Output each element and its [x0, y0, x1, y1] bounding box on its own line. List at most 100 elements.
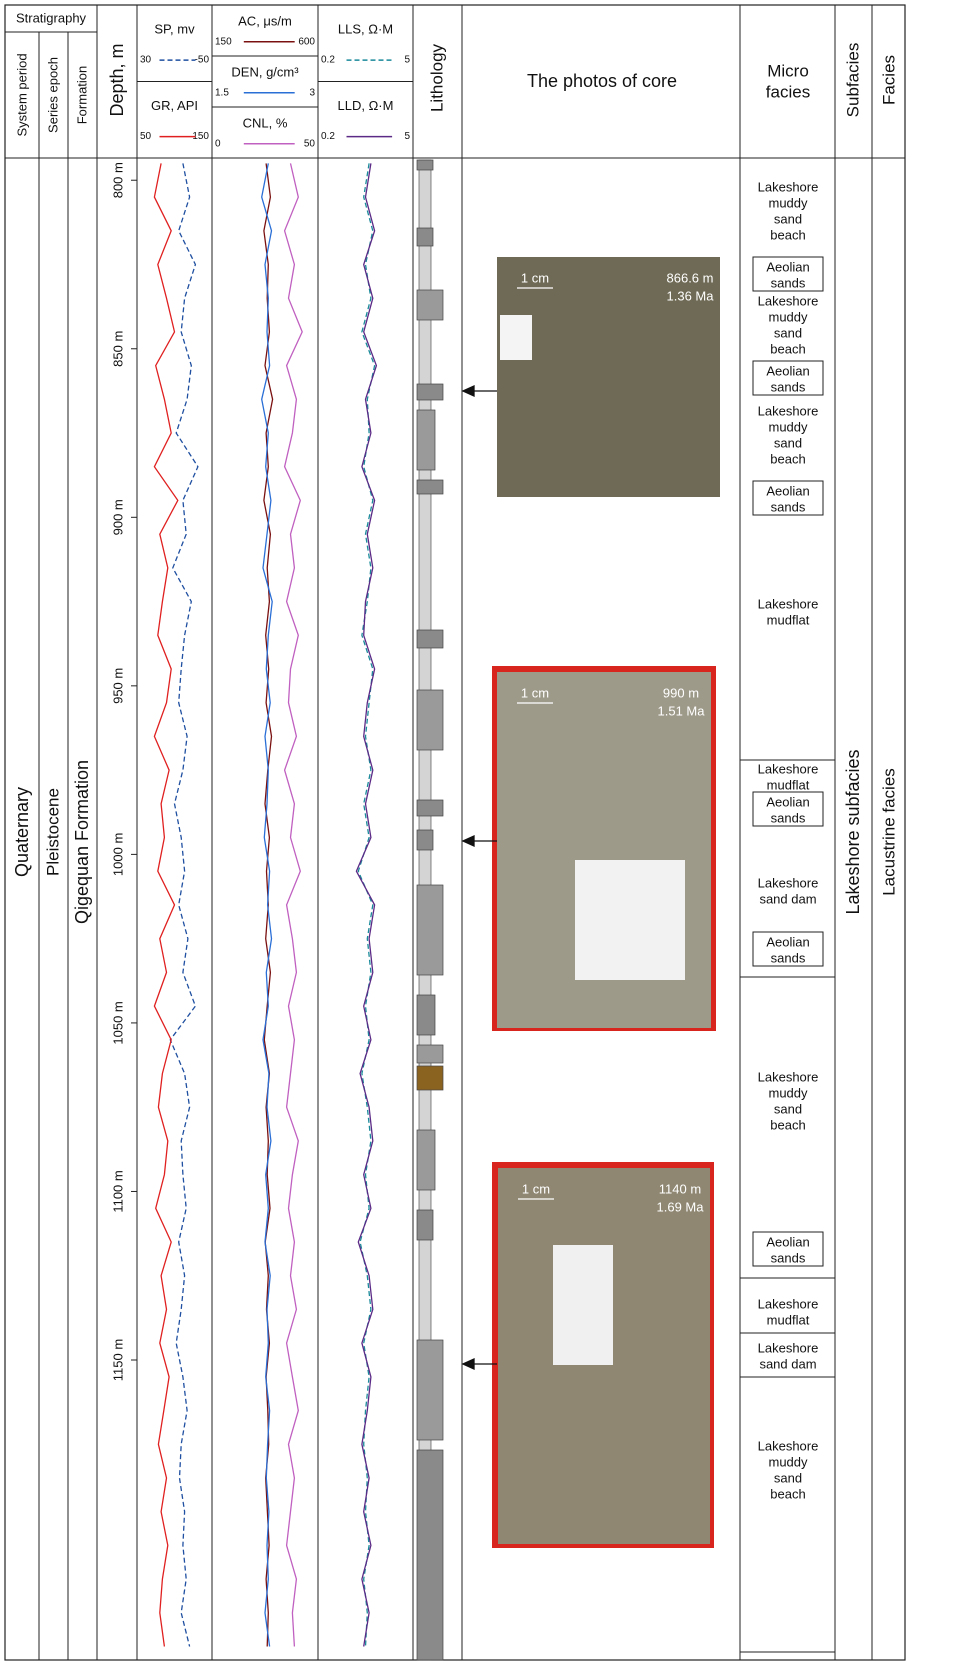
- scale-left: 150: [215, 36, 232, 47]
- photo-scale-label: 1 cm: [521, 270, 549, 285]
- photo-sample-tag: [575, 860, 685, 980]
- photo-sample-tag: [500, 315, 532, 360]
- arrow-head: [463, 836, 474, 846]
- log-curve: [154, 163, 177, 1646]
- depth-tick-label: 950 m: [110, 668, 125, 704]
- lithology-bed: [417, 1450, 443, 1660]
- lithology-bed: [417, 290, 443, 320]
- depth-tick-label: 850 m: [110, 331, 125, 367]
- micro-facies-label: sands: [771, 275, 806, 290]
- micro-facies-label: Lakeshore: [758, 1296, 819, 1311]
- depth-tick-label: 1050 m: [110, 1001, 125, 1044]
- micro-facies-label: Lakeshore: [758, 1069, 819, 1084]
- scale-left: 0: [215, 138, 221, 149]
- frame: [5, 5, 905, 1660]
- curve-name: SP, mv: [154, 22, 195, 37]
- header-label: Lithology: [427, 43, 446, 112]
- micro-facies-label: Lakeshore: [758, 1438, 819, 1453]
- header-label: System period: [14, 53, 29, 136]
- header-label: Subfacies: [843, 43, 862, 118]
- micro-facies-label: sand: [774, 211, 802, 226]
- header-label: The photos of core: [527, 71, 677, 91]
- curve-name: AC, μs/m: [238, 13, 292, 28]
- curve-name: CNL, %: [243, 115, 288, 130]
- micro-facies-label: Lakeshore: [758, 875, 819, 890]
- system-label: Quaternary: [12, 787, 32, 877]
- lithology-bed: [417, 630, 443, 648]
- lithology-bed: [417, 228, 433, 246]
- micro-facies-label: Lakeshore: [758, 179, 819, 194]
- lithology-column: [417, 160, 443, 1660]
- micro-facies-label: sands: [771, 810, 806, 825]
- header-label: facies: [766, 82, 810, 101]
- well-log-figure: Stratigraphy System period Series epoch …: [0, 0, 960, 1663]
- micro-facies-label: mudflat: [767, 1312, 810, 1327]
- micro-facies-label: beach: [770, 1486, 805, 1501]
- photo-age: 1.36 Ma: [667, 288, 715, 303]
- photo-arrows: [463, 386, 497, 1369]
- scale-right: 600: [298, 36, 315, 47]
- header-label: Formation: [74, 66, 89, 125]
- scale-left: 1.5: [215, 87, 229, 98]
- micro-facies-label: beach: [770, 341, 805, 356]
- micro-facies-label: sand: [774, 1470, 802, 1485]
- curve-name: LLD, Ω·M: [338, 98, 394, 113]
- micro-facies-label: sand: [774, 325, 802, 340]
- micro-facies-label: sand: [774, 1101, 802, 1116]
- header-label: Series epoch: [45, 57, 60, 133]
- micro-facies-label: sands: [771, 950, 806, 965]
- micro-facies-label: Aeolian: [766, 1234, 809, 1249]
- micro-facies-label: muddy: [768, 309, 808, 324]
- lithology-bed: [417, 800, 443, 816]
- micro-facies-label: mudflat: [767, 612, 810, 627]
- facies-label: Lacustrine facies: [879, 768, 898, 896]
- formation-label: Qigequan Formation: [72, 760, 92, 924]
- micro-facies-label: sands: [771, 499, 806, 514]
- subfacies-label: Lakeshore subfacies: [843, 749, 863, 914]
- depth-tick-label: 800 m: [110, 162, 125, 198]
- scale-right: 5: [404, 55, 410, 66]
- micro-facies-label: sand dam: [759, 891, 816, 906]
- micro-facies-label: beach: [770, 227, 805, 242]
- lithology-bed: [417, 995, 435, 1035]
- micro-facies-label: Lakeshore: [758, 761, 819, 776]
- lithology-bed: [417, 1340, 443, 1440]
- depth-tick-label: 1100 m: [110, 1170, 125, 1212]
- photo-depth: 990 m: [663, 685, 699, 700]
- photo-depth: 1140 m: [659, 1181, 701, 1196]
- micro-facies-label: sand dam: [759, 1356, 816, 1371]
- photo-scale-label: 1 cm: [521, 685, 549, 700]
- photo-scale-label: 1 cm: [522, 1181, 550, 1196]
- photo-age: 1.51 Ma: [658, 703, 706, 718]
- micro-facies-label: muddy: [768, 419, 808, 434]
- micro-facies-label: sands: [771, 379, 806, 394]
- micro-facies-label: muddy: [768, 1085, 808, 1100]
- curve-name: LLS, Ω·M: [338, 22, 393, 37]
- header-label: Stratigraphy: [16, 10, 87, 25]
- scale-right: -50: [195, 55, 210, 66]
- micro-facies-label: beach: [770, 451, 805, 466]
- scale-left: 30: [140, 55, 152, 66]
- lithology-bed: [417, 384, 443, 400]
- micro-facies-label: Aeolian: [766, 794, 809, 809]
- depth-tick-label: 1000 m: [110, 833, 125, 876]
- micro-facies-label: Lakeshore: [758, 596, 819, 611]
- depth-tick-label: 900 m: [110, 499, 125, 535]
- photo-depth: 866.6 m: [667, 270, 714, 285]
- lithology-bed: [417, 690, 443, 750]
- micro-facies-label: Lakeshore: [758, 403, 819, 418]
- lithology-bed: [417, 160, 433, 170]
- lithology-bed: [417, 1210, 433, 1240]
- log-curve: [358, 163, 374, 1646]
- lithology-bed: [417, 410, 435, 470]
- scale-left: 0.2: [321, 131, 335, 142]
- header-label: Depth, m: [107, 43, 127, 116]
- scale-left: 50: [140, 131, 152, 142]
- lithology-bed: [417, 1066, 443, 1090]
- micro-facies-label: Aeolian: [766, 259, 809, 274]
- lithology-bed: [417, 480, 443, 494]
- lithology-bed: [417, 1045, 443, 1063]
- scale-right: 3: [309, 87, 315, 98]
- micro-facies-label: Aeolian: [766, 363, 809, 378]
- micro-facies-label: sands: [771, 1250, 806, 1265]
